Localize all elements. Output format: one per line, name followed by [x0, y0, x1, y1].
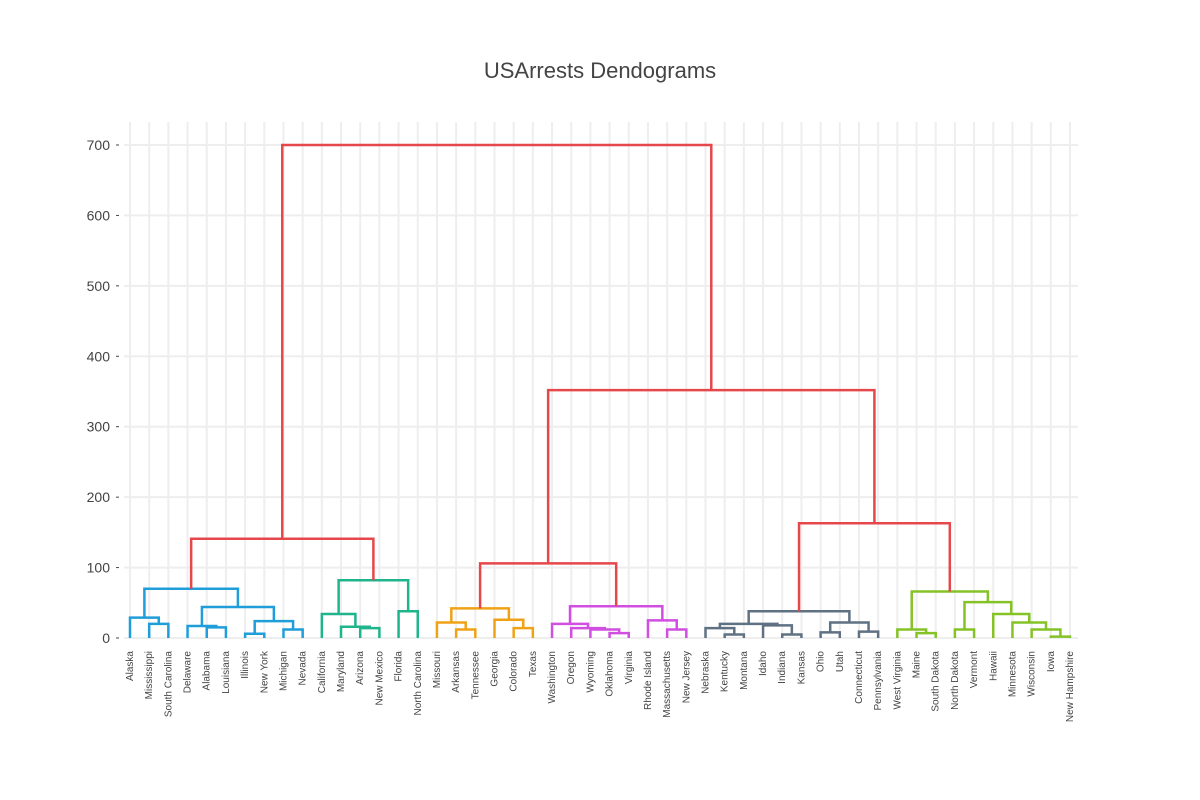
dendrogram-link: [953, 628, 976, 638]
y-tick-label: 0: [102, 630, 110, 646]
dendrogram-link: [189, 537, 375, 589]
dendrogram-link: [282, 628, 304, 638]
leaf-label: Wyoming: [585, 651, 596, 693]
leaf-label: Delaware: [183, 651, 194, 694]
leaf-label: Kentucky: [720, 651, 731, 692]
dendrogram-link: [963, 600, 1013, 630]
leaf-label: Minnesota: [1007, 651, 1018, 698]
y-tick-label: 300: [87, 419, 111, 435]
dendrogram-link: [780, 633, 803, 638]
leaf-label: Florida: [394, 651, 405, 682]
leaf-label: New Mexico: [374, 651, 385, 706]
y-axis: 0 100 200 300 400 500 600 700: [87, 137, 119, 646]
leaf-label: Connecticut: [854, 651, 865, 704]
leaf-label: Kansas: [796, 651, 807, 684]
leaf-label: Mississippi: [144, 651, 155, 699]
dendrogram-link: [1030, 628, 1062, 638]
dendrogram-link: [143, 587, 240, 618]
leaf-label: Texas: [528, 651, 539, 677]
x-axis: Alaska Mississippi South Carolina Delaware A…: [125, 650, 1076, 722]
leaf-label: Missouri: [432, 651, 443, 688]
leaf-label: Vermont: [969, 651, 980, 688]
chart-title: USArrests Dendograms: [484, 58, 716, 83]
leaf-label: Tennessee: [470, 651, 481, 700]
leaf-label: North Carolina: [413, 651, 424, 716]
leaf-label: Arizona: [355, 651, 366, 685]
leaf-label: Massachusetts: [662, 651, 673, 718]
y-tick-label: 700: [87, 137, 111, 153]
dendrogram-link: [435, 621, 467, 638]
dendrogram-link: [253, 619, 295, 634]
grid-layer: [124, 122, 1078, 639]
y-tick-label: 600: [87, 207, 111, 223]
leaf-label: Ohio: [816, 651, 827, 673]
leaf-label: Montana: [739, 651, 750, 690]
dendrogram-link: [147, 622, 170, 638]
dendrogram-link: [723, 633, 746, 638]
dendrogram-link: [665, 628, 688, 638]
leaf-label: Oregon: [566, 651, 577, 684]
y-tick-label: 100: [87, 560, 111, 576]
leaf-label: South Dakota: [931, 651, 942, 712]
leaf-label: Illinois: [240, 651, 251, 679]
leaf-label: Colorado: [509, 651, 520, 692]
leaf-label: Pennsylvania: [873, 651, 884, 711]
leaf-label: New York: [259, 650, 270, 693]
leaf-label: New Jersey: [681, 651, 692, 703]
dendrogram-link: [910, 590, 990, 630]
dendrogram-link: [546, 388, 876, 564]
dendrogram-link: [397, 609, 420, 638]
leaf-label: Indiana: [777, 651, 788, 684]
dendrogram-link: [589, 628, 621, 638]
dendrogram-link: [128, 616, 161, 638]
dendrogram-link: [281, 143, 713, 539]
leaf-label: Alabama: [202, 651, 213, 691]
dendrogram-link: [646, 619, 678, 638]
dendrogram-link: [493, 618, 525, 638]
dendrogram-link: [828, 621, 870, 633]
leaf-label: Iowa: [1046, 651, 1057, 673]
leaf-label: Utah: [835, 651, 846, 672]
leaf-label: New Hampshire: [1065, 651, 1076, 723]
y-tick-label: 200: [87, 489, 111, 505]
dendrogram-link: [478, 562, 618, 609]
leaf-label: Arkansas: [451, 651, 462, 693]
leaf-label: West Virginia: [892, 651, 903, 710]
dendrogram-link: [1049, 635, 1072, 638]
link-layer: [128, 143, 1072, 638]
dendrogram-link: [896, 628, 928, 638]
dendrogram-link: [761, 624, 794, 638]
leaf-label: Wisconsin: [1027, 651, 1038, 697]
leaf-label: Georgia: [489, 651, 500, 687]
leaf-label: Idaho: [758, 651, 769, 676]
leaf-label: South Carolina: [163, 651, 174, 718]
leaf-label: Oklahoma: [605, 651, 616, 697]
dendrogram-link: [1011, 621, 1048, 638]
leaf-label: North Dakota: [950, 651, 961, 710]
leaf-label: Washington: [547, 651, 558, 703]
leaf-label: Rhode Island: [643, 651, 654, 710]
dendrogram-link: [704, 626, 736, 638]
leaf-label: Virginia: [624, 651, 635, 685]
leaf-label: Alaska: [125, 651, 136, 681]
leaf-label: California: [317, 651, 328, 694]
y-tick-label: 400: [87, 348, 111, 364]
dendrogram-link: [358, 626, 381, 638]
leaf-label: Maryland: [336, 651, 347, 692]
dendrogram-link: [454, 628, 477, 638]
leaf-label: Nevada: [298, 651, 309, 686]
dendrogram-link: [205, 626, 228, 638]
leaf-label: Louisiana: [221, 651, 232, 694]
dendrogram-link: [819, 631, 842, 638]
dendrogram-link: [200, 605, 276, 627]
leaf-label: Michigan: [278, 651, 289, 691]
dendrogram-link: [337, 578, 410, 615]
y-tick-label: 500: [87, 278, 111, 294]
dendrogram-link: [512, 626, 535, 638]
leaf-label: Nebraska: [701, 651, 712, 694]
leaf-label: Hawaii: [988, 651, 999, 681]
leaf-label: Maine: [912, 651, 923, 679]
